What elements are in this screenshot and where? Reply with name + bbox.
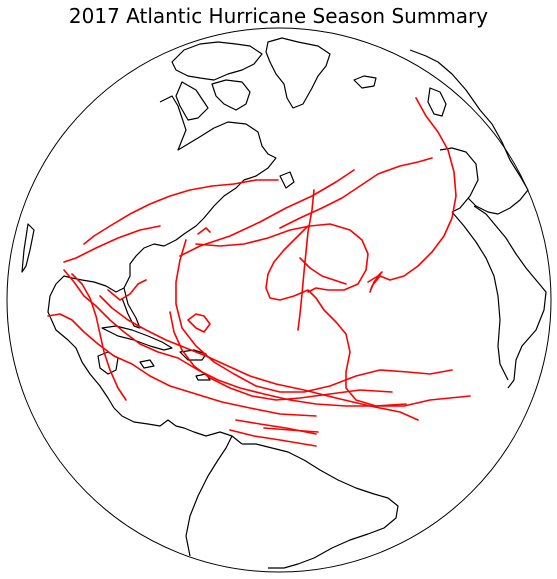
coastline-puerto-rico: [195, 373, 211, 381]
storm-track-1: [47, 313, 317, 417]
storm-track-3: [71, 273, 127, 401]
map-title: 2017 Atlantic Hurricane Season Summary: [68, 4, 489, 28]
coastline-africa: [473, 205, 547, 389]
coastline-british-isles: [427, 87, 447, 117]
storm-track-20: [229, 429, 317, 447]
coastline-greenland: [265, 37, 331, 109]
coastline-iceland: [353, 75, 377, 89]
storm-track-2: [63, 225, 161, 263]
hurricane-tracks: [47, 97, 471, 447]
storm-track-6: [99, 295, 419, 421]
storm-track-16: [299, 257, 347, 285]
storm-track-11: [187, 313, 211, 333]
coastline-europe: [409, 49, 529, 215]
storm-track-18: [367, 97, 457, 293]
coastline-baja: [21, 223, 35, 273]
coastline-arctic-islands: [171, 41, 263, 81]
coastline-iberia: [439, 147, 479, 213]
coastline-south-america-west: [185, 435, 233, 557]
coastline-north-america: [47, 81, 277, 409]
coastline-africa-west: [451, 211, 509, 381]
storm-track-9: [175, 239, 453, 393]
storm-track-7: [107, 279, 147, 301]
storm-track-5: [63, 269, 407, 407]
storm-track-10: [197, 227, 211, 235]
globe-outline: [6, 27, 552, 573]
storm-track-14: [279, 157, 433, 229]
storm-track-17: [265, 225, 471, 407]
coastline-jamaica: [139, 359, 155, 369]
storm-track-21: [263, 427, 319, 433]
storm-track-19: [235, 419, 317, 435]
storm-track-4: [83, 179, 279, 245]
coastline-central-america: [113, 407, 243, 445]
coastlines: [21, 37, 547, 569]
storm-track-8: [169, 311, 393, 401]
coastline-florida: [121, 287, 141, 329]
storm-track-13: [179, 169, 355, 257]
coastline-newfoundland: [279, 171, 295, 189]
coastline-baffin-island: [211, 79, 251, 111]
coastline-south-america: [242, 443, 399, 569]
coastline-cuba: [101, 325, 173, 351]
storm-track-12: [195, 223, 369, 293]
storm-track-15: [297, 189, 315, 331]
